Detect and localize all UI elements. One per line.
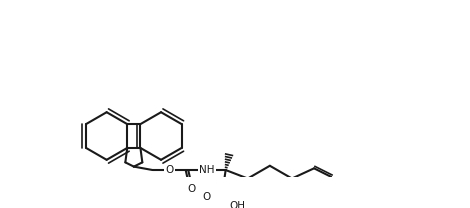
Text: O: O <box>203 192 211 202</box>
Text: O: O <box>188 184 196 194</box>
Text: O: O <box>165 165 174 175</box>
Text: NH: NH <box>199 165 215 175</box>
Text: OH: OH <box>229 201 245 208</box>
